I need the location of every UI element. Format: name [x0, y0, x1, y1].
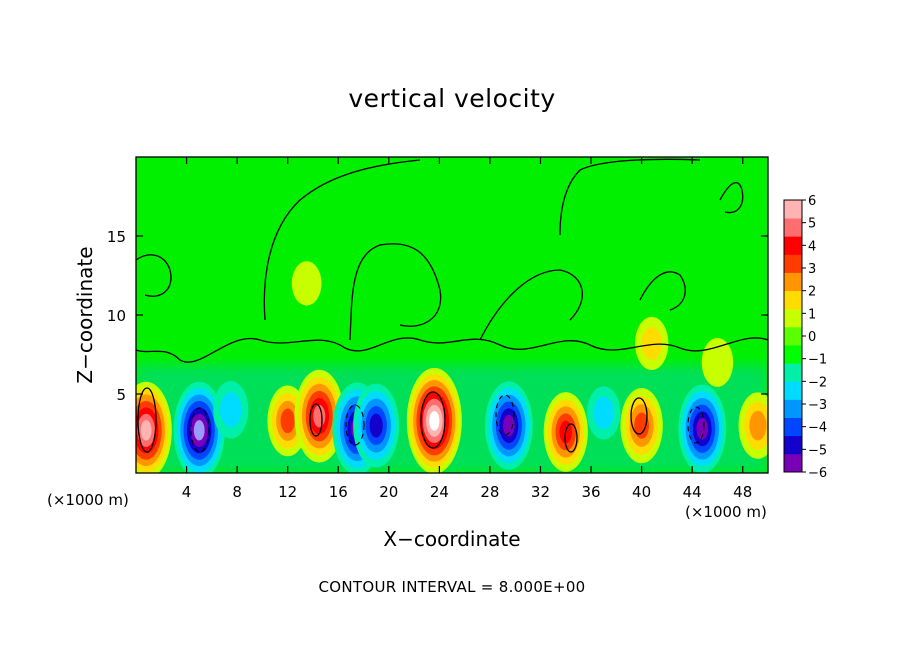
x-tick-label: 24 [430, 483, 449, 501]
contour-line [639, 271, 686, 311]
velocity-cell-ring [280, 408, 295, 434]
x-unit-right: (×1000 m) [685, 503, 767, 521]
colorbar-label: −5 [808, 443, 827, 458]
contour-line [687, 406, 705, 444]
colorbar-label: −1 [808, 353, 827, 368]
velocity-cell-ring [291, 261, 322, 306]
x-tick-label: 48 [733, 483, 752, 501]
colorbar-label: 5 [808, 217, 816, 232]
contour-line [479, 269, 583, 341]
contour-line [349, 243, 442, 341]
x-tick-label: 20 [379, 483, 398, 501]
contour-line [420, 391, 446, 449]
velocity-cell-ring [641, 327, 663, 360]
velocity-cell-ring [696, 418, 709, 440]
contour-line [136, 337, 768, 363]
colorbar-label: 2 [808, 285, 816, 300]
colorbar-swatch [784, 308, 802, 328]
colorbar-label: −2 [808, 375, 827, 390]
colorbar-label: −6 [808, 466, 827, 481]
contour-line [263, 159, 421, 321]
colorbar-label: 1 [808, 307, 816, 322]
colorbar-swatch [784, 200, 802, 219]
velocity-cell-ring [634, 412, 649, 439]
contour-line [190, 407, 210, 453]
y-axis-label: Z−coordinate [73, 246, 97, 383]
colorbar-label: 6 [808, 194, 816, 209]
contour-line [136, 254, 172, 297]
colorbar-swatch [784, 218, 802, 237]
velocity-cell-ring [140, 420, 152, 441]
y-tick-label: 10 [107, 307, 126, 325]
velocity-cell-ring [503, 414, 515, 437]
colorbar-label: 3 [808, 262, 816, 277]
colorbar-swatch [784, 399, 802, 418]
colorbar-swatch [784, 326, 802, 346]
x-tick-label: 40 [632, 483, 651, 501]
x-unit-left: (×1000 m) [47, 491, 129, 509]
x-tick-label: 44 [683, 483, 702, 501]
contour-line [309, 403, 323, 437]
velocity-cell-ring [193, 420, 205, 441]
colorbar-swatch [784, 453, 802, 473]
x-tick-label: 4 [182, 483, 192, 501]
y-tick-label: 5 [116, 386, 126, 404]
colorbar-label: −4 [808, 421, 827, 436]
x-tick-label: 32 [531, 483, 550, 501]
colorbar-label: −3 [808, 398, 827, 413]
colorbar-swatch [784, 236, 802, 255]
contour-line [345, 404, 365, 446]
velocity-cell-ring [749, 410, 767, 441]
colorbar-swatch [784, 381, 802, 400]
contour-lines [136, 158, 768, 453]
x-tick-label: 28 [480, 483, 499, 501]
negative-contours [190, 394, 705, 453]
colorbar-swatch [784, 363, 802, 382]
x-tick-label: 16 [329, 483, 348, 501]
colorbar-swatch [784, 417, 802, 437]
colorbar-label: 0 [808, 330, 816, 345]
contour-line [559, 158, 701, 236]
contour-line [630, 397, 648, 435]
velocity-cell-ring [369, 413, 383, 438]
contour-line [564, 423, 578, 453]
velocity-cell-ring [701, 338, 734, 387]
colorbar-swatch [784, 290, 802, 310]
colorbar-label: 4 [808, 239, 816, 254]
contour-interval-note: CONTOUR INTERVAL = 8.000E+00 [318, 578, 586, 596]
colorbar-swatch [784, 435, 802, 455]
velocity-cell-ring [220, 392, 242, 428]
contour-line [137, 387, 157, 453]
contour-line [495, 394, 515, 436]
colorbar-swatch [784, 254, 802, 273]
velocity-cell-ring [429, 410, 440, 431]
x-axis-ticks: 4 8 12 16 20 24 28 32 36 40 44 48 [182, 157, 752, 501]
colorbar-swatch [784, 345, 802, 364]
y-tick-label: 15 [107, 228, 126, 246]
colorbar-swatch [784, 272, 802, 292]
x-tick-label: 12 [278, 483, 297, 501]
x-tick-label: 8 [232, 483, 242, 501]
velocity-cell-ring [313, 404, 326, 428]
chart-title: vertical velocity [348, 84, 556, 113]
velocity-cell-ring [593, 396, 614, 430]
contour-line [719, 181, 744, 214]
colorbar: 6 5 4 3 2 1 0 −1 −2 −3 −4 −5 −6 [783, 194, 827, 481]
x-axis-label: X−coordinate [383, 527, 520, 551]
y-axis-ticks: 5 10 15 [107, 228, 768, 404]
x-tick-label: 36 [581, 483, 600, 501]
